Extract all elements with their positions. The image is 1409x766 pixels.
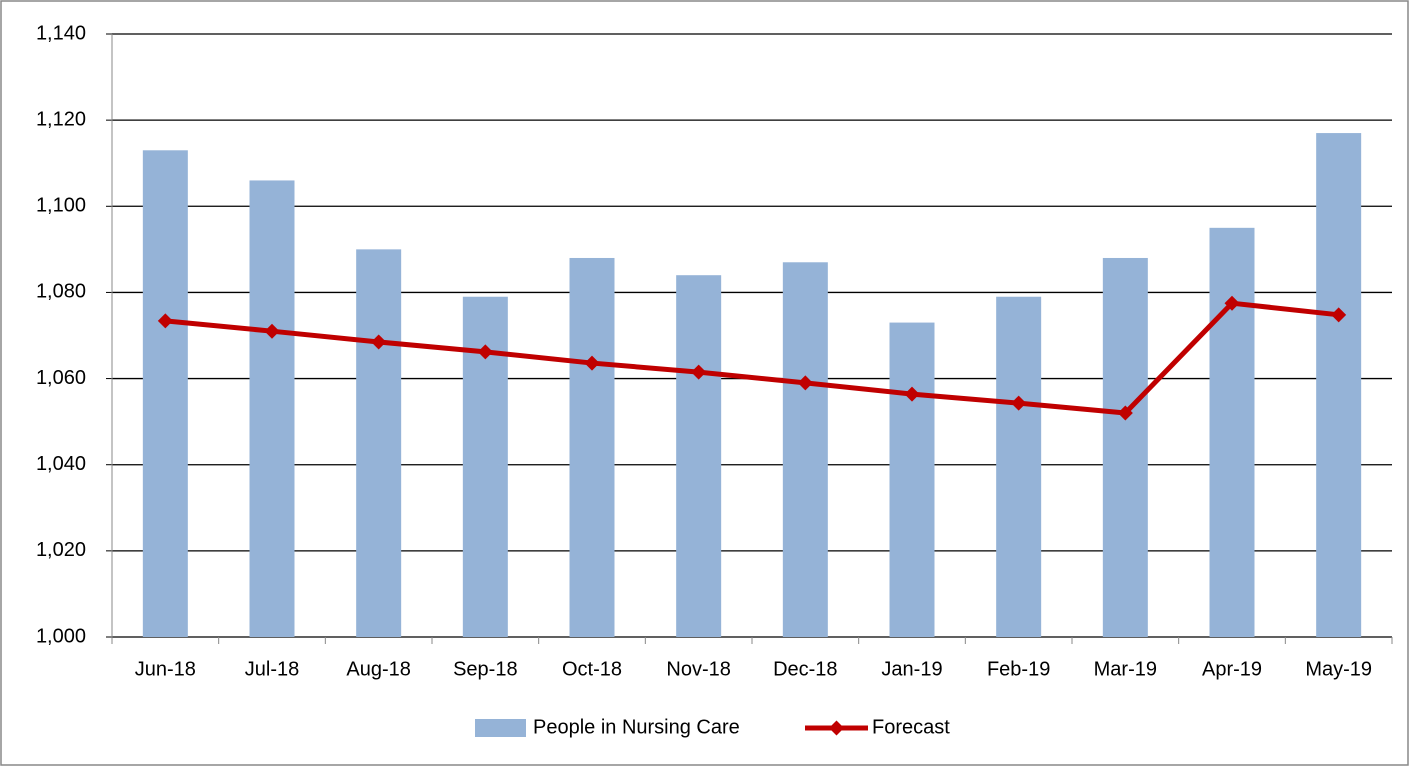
bar <box>1209 227 1255 638</box>
x-tick-label: Mar-19 <box>1094 658 1157 680</box>
bar <box>569 257 615 637</box>
bar <box>996 296 1042 637</box>
line-marker <box>1224 295 1240 311</box>
x-tick-label: Feb-19 <box>987 658 1050 680</box>
bar <box>889 322 935 637</box>
y-tick-label: 1,100 <box>36 195 86 217</box>
x-tick-label: Oct-18 <box>562 658 622 680</box>
bar <box>676 275 722 637</box>
bar <box>1316 133 1362 638</box>
line-marker <box>1117 405 1133 421</box>
x-tick-label: Apr-19 <box>1202 658 1262 680</box>
y-tick-label: 1,080 <box>36 281 86 303</box>
y-tick-label: 1,140 <box>36 22 86 44</box>
bar <box>249 180 295 637</box>
legend-marker <box>829 720 844 736</box>
y-tick-label: 1,020 <box>36 539 86 561</box>
bar <box>356 249 402 637</box>
line <box>165 300 1339 416</box>
line-marker <box>371 334 387 350</box>
legend-label: Forecast <box>872 716 950 738</box>
y-tick-label: 1,060 <box>36 367 86 389</box>
bar <box>1102 257 1148 637</box>
y-tick-label: 1,120 <box>36 108 86 130</box>
line-marker <box>477 344 493 360</box>
x-tick-label: Nov-18 <box>666 658 730 680</box>
line-marker <box>904 386 920 402</box>
line-marker <box>157 313 173 329</box>
bar <box>782 262 828 637</box>
line-marker <box>1331 307 1347 323</box>
line-marker <box>1011 395 1027 411</box>
x-tick-label: May-19 <box>1305 658 1372 680</box>
y-tick-label: 1,040 <box>36 453 86 475</box>
x-tick-label: Jan-19 <box>881 658 942 680</box>
x-tick-label: Jun-18 <box>135 658 196 680</box>
line-marker <box>264 323 280 339</box>
x-tick-label: Jul-18 <box>245 658 299 680</box>
x-tick-label: Dec-18 <box>773 658 837 680</box>
x-tick-label: Sep-18 <box>453 658 518 680</box>
legend-swatch <box>475 719 526 737</box>
bar <box>142 150 188 638</box>
y-tick-label: 1,000 <box>36 625 86 647</box>
legend-label: People in Nursing Care <box>533 716 740 738</box>
line-marker <box>584 355 600 371</box>
x-tick-label: Aug-18 <box>346 658 411 680</box>
line-marker <box>797 375 813 391</box>
line-marker <box>691 364 707 380</box>
